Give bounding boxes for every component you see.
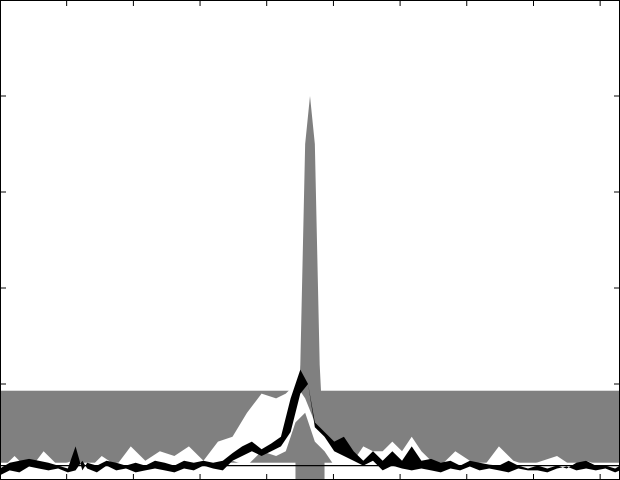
series-light-area — [0, 384, 620, 479]
plot-area — [0, 96, 620, 480]
